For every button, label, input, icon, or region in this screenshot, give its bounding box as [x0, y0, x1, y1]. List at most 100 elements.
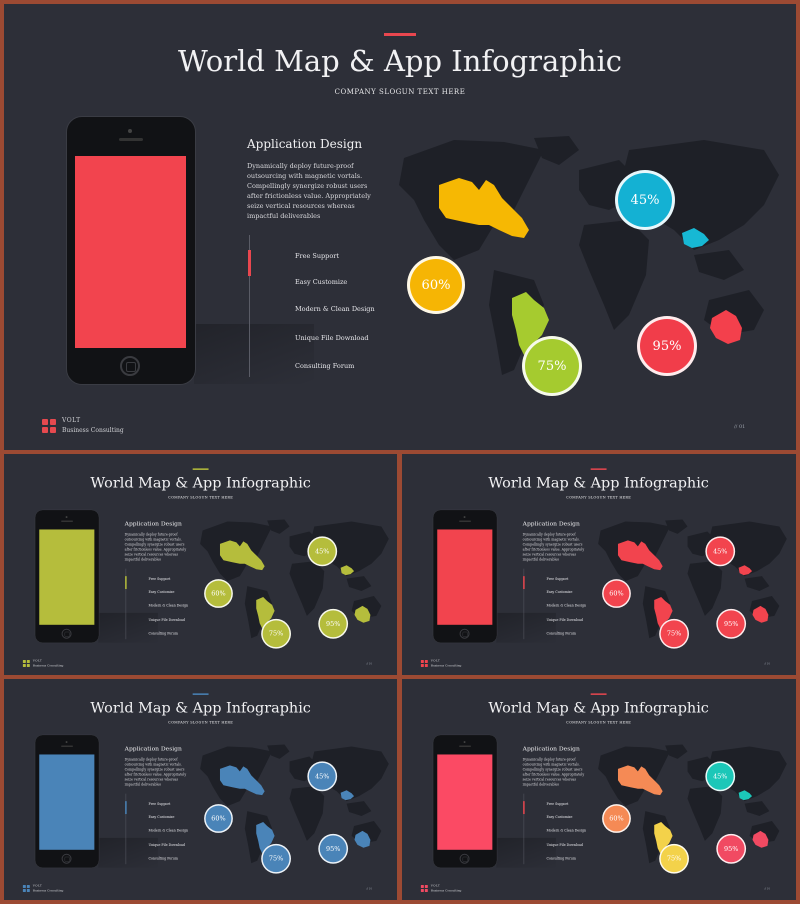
slide-main: World Map & App Infographic COMPANY SLOG… [4, 4, 796, 450]
application-design-heading: Application Design [522, 745, 580, 752]
slide-variant-multicolor: World Map & App Infographic COMPANY SLOG… [402, 679, 796, 900]
map-southeast-asia [346, 801, 372, 817]
stat-bubble: 75% [659, 843, 689, 874]
australia-highlight [354, 830, 371, 848]
smartphone-mockup [66, 116, 196, 385]
smartphone-mockup [432, 734, 498, 869]
feature-item: Easy Customize [295, 278, 348, 286]
phone-screen [75, 156, 186, 348]
stat-bubble: 95% [716, 833, 747, 864]
timeline-line [249, 235, 250, 377]
phone-screen [437, 529, 493, 625]
title-accent-bar [192, 693, 209, 695]
slide-title: World Map & App Infographic [488, 698, 709, 716]
stat-bubble: 60% [407, 256, 465, 314]
south-america-highlight [512, 292, 549, 355]
stat-bubble: 60% [602, 579, 631, 608]
slide-title: World Map & App Infographic [177, 44, 623, 78]
feature-item: Free Support [295, 252, 339, 260]
feature-item: Consulting Forum [148, 856, 178, 861]
volt-logo-icon [22, 885, 30, 892]
feature-item: Free Support [148, 802, 171, 807]
feature-item: Free Support [546, 802, 569, 807]
page-number: // 01 [734, 424, 746, 430]
application-description: Dynamically deploy future-proof outsourc… [522, 532, 585, 562]
asia-highlight [340, 565, 355, 576]
smartphone-mockup [34, 509, 100, 644]
stat-bubble: 75% [522, 336, 582, 396]
application-design-heading: Application Design [124, 745, 182, 752]
stat-bubble: 75% [659, 618, 689, 649]
feature-item: Consulting Forum [546, 631, 576, 636]
feature-item: Modern & Clean Design [295, 305, 375, 313]
timeline-marker [523, 576, 525, 590]
phone-shadow [98, 837, 158, 868]
south-america-highlight [256, 821, 275, 854]
phone-screen [39, 754, 95, 850]
feature-item: Consulting Forum [546, 856, 576, 861]
timeline-marker [125, 576, 127, 590]
north-america-highlight [617, 540, 663, 571]
asia-highlight [340, 790, 355, 801]
map-greenland [665, 519, 688, 534]
camera-icon [128, 129, 132, 133]
camera-icon [65, 516, 68, 519]
slide-title: World Map & App Infographic [90, 698, 311, 716]
application-description: Dynamically deploy future-proof outsourc… [522, 757, 585, 787]
world-map [598, 519, 787, 639]
feature-item: Easy Customize [546, 815, 573, 820]
phone-shadow [496, 612, 556, 643]
speaker-icon [61, 745, 74, 748]
south-america-highlight [256, 596, 275, 629]
feature-item: Consulting Forum [295, 362, 355, 370]
map-southeast-asia [744, 801, 770, 817]
company-slogan: COMPANY SLOGUN TEXT HERE [566, 495, 632, 500]
feature-item: Unique File Download [148, 617, 185, 622]
speaker-icon [61, 520, 74, 523]
map-africa [687, 786, 723, 841]
north-america-highlight [219, 765, 265, 796]
volt-logo-icon [420, 885, 428, 892]
south-america-highlight [654, 596, 673, 629]
stat-bubble: 60% [204, 579, 233, 608]
stat-bubble: 60% [204, 804, 233, 833]
stat-bubble: 45% [705, 761, 736, 792]
feature-item: Unique File Download [148, 842, 185, 847]
feature-item: Easy Customize [148, 590, 175, 595]
application-description: Dynamically deploy future-proof outsourc… [124, 757, 187, 787]
title-accent-bar [384, 33, 416, 36]
feature-item: Unique File Download [546, 842, 583, 847]
map-africa [289, 786, 325, 841]
page-number: // 01 [366, 887, 373, 891]
map-africa [579, 220, 649, 330]
slide-variant-green: World Map & App Infographic COMPANY SLOG… [4, 454, 397, 675]
stat-bubble: 95% [637, 316, 697, 376]
company-slogan: COMPANY SLOGUN TEXT HERE [168, 495, 234, 500]
north-america-highlight [219, 540, 265, 571]
speaker-icon [119, 138, 143, 141]
feature-item: Modern & Clean Design [148, 828, 189, 833]
slide-title: World Map & App Infographic [488, 473, 709, 491]
feature-item: Easy Customize [148, 815, 175, 820]
australia-highlight [752, 605, 769, 623]
map-greenland [267, 744, 290, 759]
brand-subtitle: Business Consulting [32, 889, 64, 893]
stat-bubble: 95% [716, 608, 747, 639]
north-america-highlight [617, 765, 663, 796]
speaker-icon [459, 520, 472, 523]
stat-bubble: 45% [307, 761, 338, 792]
timeline-marker [523, 801, 525, 815]
stat-bubble: 95% [318, 608, 349, 639]
australia-highlight [354, 605, 371, 623]
feature-item: Unique File Download [546, 617, 583, 622]
map-greenland [534, 136, 579, 165]
brand-name: VOLT [430, 884, 441, 888]
asia-highlight [738, 565, 753, 576]
page-number: // 01 [366, 662, 373, 666]
brand-name: VOLT [32, 659, 43, 663]
map-africa [289, 561, 325, 616]
feature-item: Easy Customize [546, 590, 573, 595]
map-southeast-asia [694, 250, 744, 280]
brand-name: VOLT [430, 659, 441, 663]
world-map [598, 744, 787, 864]
